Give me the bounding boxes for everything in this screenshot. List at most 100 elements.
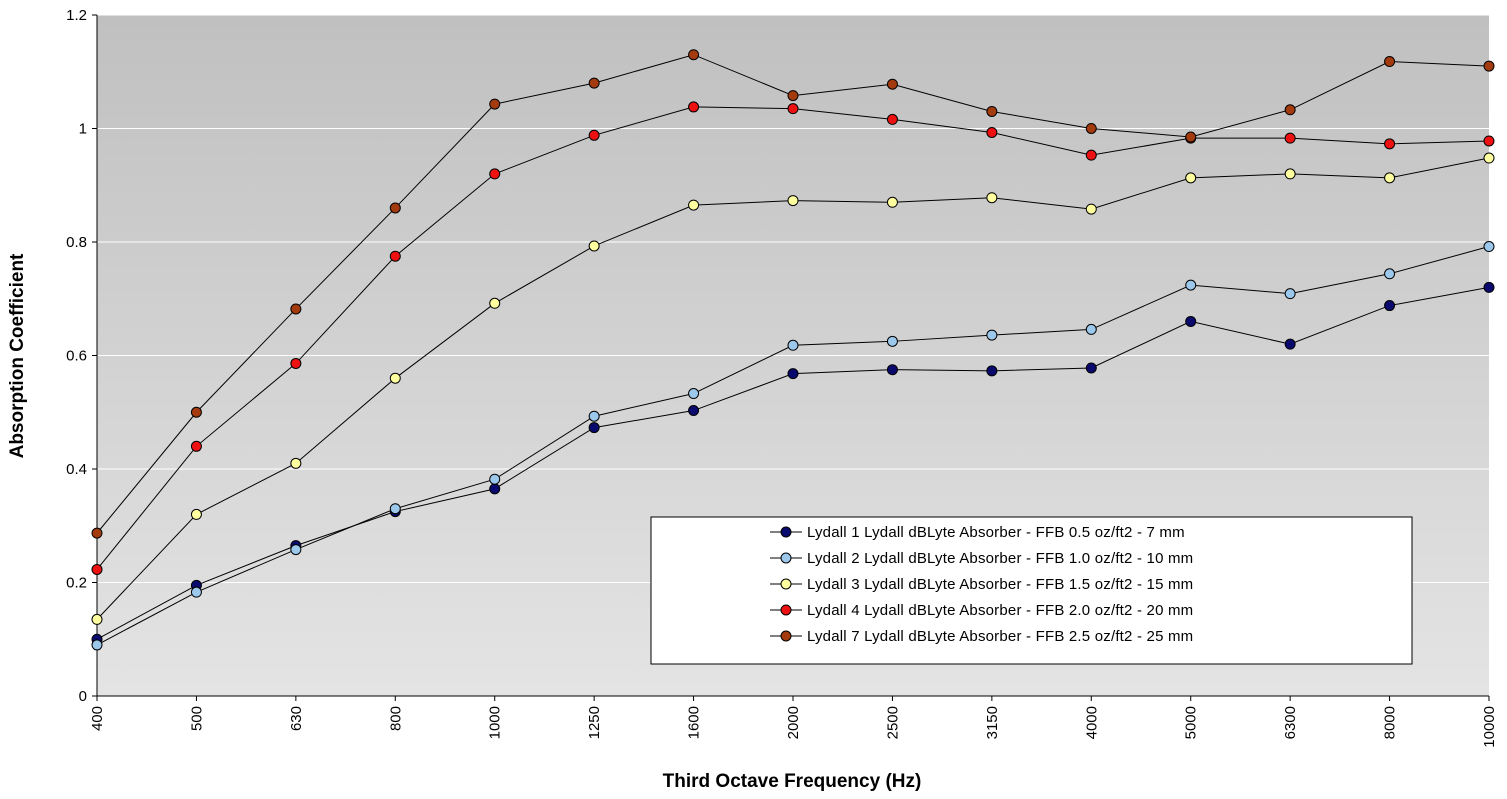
x-tick-label: 3150 [984, 706, 1001, 739]
x-tick-label: 6300 [1282, 706, 1299, 739]
data-point [290, 544, 302, 556]
data-point [1384, 56, 1396, 68]
y-tick-label: 1 [79, 121, 87, 138]
data-point [1284, 104, 1296, 116]
data-point [688, 49, 700, 61]
series-4 [91, 101, 1495, 575]
legend-item: Lydall 3 Lydall dBLyte Absorber - FFB 1.… [770, 576, 1193, 593]
data-point [886, 364, 898, 376]
axes [92, 14, 1490, 701]
x-tick-label: 2500 [884, 706, 901, 739]
legend-label: Lydall 7 Lydall dBLyte Absorber - FFB 2.… [807, 628, 1193, 645]
data-point [688, 388, 700, 400]
data-point [190, 508, 202, 520]
data-point [1483, 281, 1495, 293]
legend-item: Lydall 2 Lydall dBLyte Absorber - FFB 1.… [770, 550, 1193, 567]
series-1 [91, 281, 1495, 645]
data-point [489, 168, 501, 180]
data-point [986, 105, 998, 117]
x-tick-labels: 400 500 630 800 1000 1250 1600 2000 2500 3150 4000… [89, 706, 1498, 748]
data-point [1483, 241, 1495, 253]
y-tick-label: 1.2 [66, 7, 87, 24]
x-tick-label: 2000 [785, 706, 802, 739]
data-point [787, 103, 799, 115]
y-axis-title: Absorption Coefficient [7, 253, 28, 458]
data-point [886, 113, 898, 125]
data-point [1384, 138, 1396, 150]
data-point [190, 586, 202, 598]
data-point [588, 410, 600, 422]
data-point [588, 422, 600, 434]
data-point [1185, 279, 1197, 291]
data-point [1483, 135, 1495, 147]
y-tick-label: 0 [79, 688, 87, 705]
y-tick-label: 0.4 [66, 461, 87, 478]
data-point [1085, 323, 1097, 335]
data-point [389, 372, 401, 384]
y-tick-labels: 0 0.2 0.4 0.6 0.8 1 1.2 [66, 7, 87, 705]
data-point [1483, 152, 1495, 164]
legend-item: Lydall 1 Lydall dBLyte Absorber - FFB 0.… [770, 524, 1185, 541]
x-tick-label: 1000 [487, 706, 504, 739]
legend-label: Lydall 2 Lydall dBLyte Absorber - FFB 1.… [807, 550, 1193, 567]
gridlines [97, 14, 1489, 583]
x-tick-label: 8000 [1382, 706, 1399, 739]
data-point [1085, 203, 1097, 215]
data-point [588, 77, 600, 89]
data-point [1185, 315, 1197, 327]
data-point [688, 101, 700, 113]
x-tick-label: 630 [288, 706, 305, 731]
data-point [1185, 131, 1197, 143]
data-point [1284, 288, 1296, 300]
legend-item: Lydall 4 Lydall dBLyte Absorber - FFB 2.… [770, 602, 1193, 619]
series-5 [91, 49, 1495, 539]
data-point [688, 405, 700, 417]
x-tick-label: 500 [188, 706, 205, 731]
data-point [389, 202, 401, 214]
data-point [489, 483, 501, 495]
data-point [91, 563, 103, 575]
data-point [1384, 268, 1396, 280]
data-point [389, 250, 401, 262]
data-point [986, 365, 998, 377]
legend-marker [780, 604, 792, 616]
data-point [1085, 149, 1097, 161]
data-point [787, 90, 799, 102]
x-tick-label: 1250 [586, 706, 603, 739]
data-point [91, 613, 103, 625]
legend-label: Lydall 1 Lydall dBLyte Absorber - FFB 0.… [807, 524, 1185, 541]
data-point [588, 240, 600, 252]
x-tick-label: 1600 [686, 706, 703, 739]
x-axis-title: Third Octave Frequency (Hz) [663, 771, 922, 792]
data-point [489, 473, 501, 485]
legend-label: Lydall 4 Lydall dBLyte Absorber - FFB 2.… [807, 602, 1193, 619]
legend-box [650, 516, 1413, 665]
x-tick-label: 4000 [1083, 706, 1100, 739]
data-point [1384, 172, 1396, 184]
data-point [886, 78, 898, 90]
data-point [91, 639, 103, 651]
y-tick-label: 0.6 [66, 348, 87, 365]
data-point [688, 199, 700, 211]
data-point [1284, 132, 1296, 144]
data-point [886, 335, 898, 347]
data-point [986, 329, 998, 341]
legend-marker [780, 630, 792, 642]
data-point [1085, 123, 1097, 134]
data-point [986, 192, 998, 204]
data-point [290, 457, 302, 469]
data-point [489, 297, 501, 309]
data-point [787, 368, 799, 380]
data-point [1483, 60, 1495, 72]
data-point [1284, 168, 1296, 180]
y-tick-label: 0.2 [66, 575, 87, 592]
x-tick-label: 800 [387, 706, 404, 731]
legend-item: Lydall 7 Lydall dBLyte Absorber - FFB 2.… [770, 628, 1193, 645]
series-3 [91, 152, 1495, 625]
legend-marker [780, 552, 792, 564]
data-point [489, 98, 501, 110]
series-2 [91, 241, 1495, 651]
x-tick-label: 10000 [1481, 706, 1498, 748]
data-point [1085, 362, 1097, 374]
